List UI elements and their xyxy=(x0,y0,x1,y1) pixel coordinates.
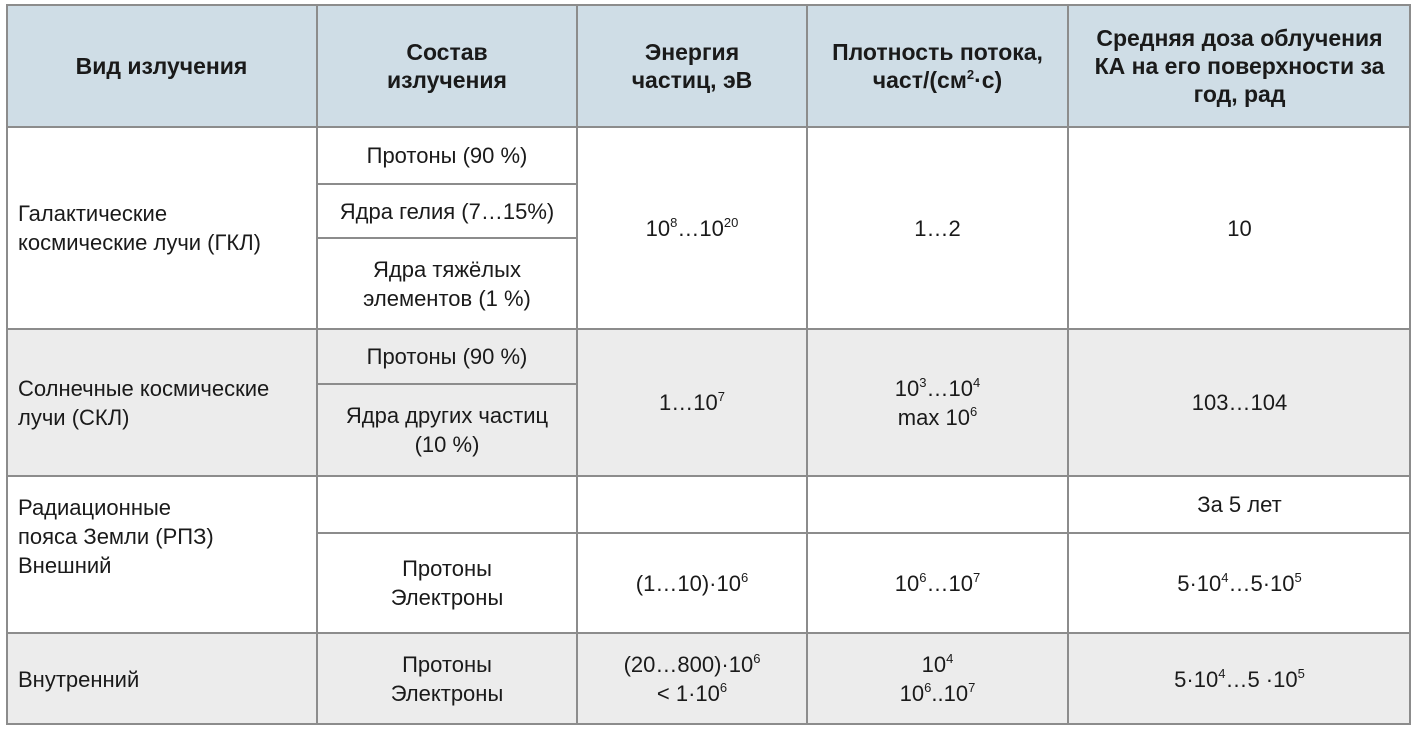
divider-skl-sub xyxy=(317,383,577,385)
row-gkl-dose: 10 xyxy=(1068,127,1411,329)
divider-header xyxy=(6,126,1411,128)
row-gkl-energy: 108…1020 xyxy=(577,127,807,329)
row-rpz-inner-flux: 104 106..107 xyxy=(807,633,1068,725)
row-rpz-outer-empty-1 xyxy=(317,476,577,533)
divider-row-rpz xyxy=(6,632,1411,634)
divider-col-4 xyxy=(1067,4,1069,725)
border-left xyxy=(6,4,8,725)
radiation-table: Вид излучения Состав излучения Энергия ч… xyxy=(6,4,1411,725)
divider-gkl-sub-1 xyxy=(317,183,577,185)
row-rpz-inner-energy: (20…800)·106 < 1·106 xyxy=(577,633,807,725)
row-skl-composition-2: Ядра других частиц (10 %) xyxy=(317,384,577,476)
row-rpz-inner-type: Внутренний xyxy=(6,633,317,725)
row-skl-energy: 1…107 xyxy=(577,329,807,476)
row-gkl-type: Галактические космические лучи (ГКЛ) xyxy=(6,127,317,329)
header-flux: Плотность потока, част/(см2·с) xyxy=(807,4,1068,127)
row-skl-type: Солнечные космические лучи (СКЛ) xyxy=(6,329,317,476)
row-gkl-composition-1: Протоны (90 %) xyxy=(317,127,577,184)
header-radiation-type: Вид излучения xyxy=(6,4,317,127)
header-energy: Энергия частиц, эВ xyxy=(577,4,807,127)
divider-row-skl xyxy=(6,475,1411,477)
divider-col-3 xyxy=(806,4,808,725)
row-rpz-outer-dose: 5·104…5·105 xyxy=(1068,533,1411,633)
border-right xyxy=(1409,4,1411,725)
row-rpz-outer-empty-3 xyxy=(807,476,1068,533)
row-rpz-outer-dose-note: За 5 лет xyxy=(1068,476,1411,533)
header-composition: Состав излучения xyxy=(317,4,577,127)
border-top xyxy=(6,4,1411,6)
row-rpz-outer-empty-2 xyxy=(577,476,807,533)
row-rpz-inner-dose: 5·104…5 ·105 xyxy=(1068,633,1411,725)
row-rpz-outer-energy: (1…10)·106 xyxy=(577,533,807,633)
row-rpz-inner-composition: Протоны Электроны xyxy=(317,633,577,725)
row-rpz-outer-flux: 106…107 xyxy=(807,533,1068,633)
divider-rpz-outer-sub xyxy=(317,532,1411,534)
row-gkl-flux: 1…2 xyxy=(807,127,1068,329)
header-dose: Средняя доза облучения КА на его поверхн… xyxy=(1068,4,1411,127)
row-gkl-composition-3: Ядра тяжёлых элементов (1 %) xyxy=(317,238,577,329)
row-rpz-outer-composition: Протоны Электроны xyxy=(317,533,577,633)
row-skl-composition-1: Протоны (90 %) xyxy=(317,329,577,384)
divider-gkl-sub-2 xyxy=(317,237,577,239)
divider-col-2 xyxy=(576,4,578,725)
row-gkl-composition-2: Ядра гелия (7…15%) xyxy=(317,184,577,238)
divider-col-1 xyxy=(316,4,318,725)
row-skl-flux: 103…104 max 106 xyxy=(807,329,1068,476)
row-rpz-outer-type: Радиационные пояса Земли (РПЗ) Внешний xyxy=(6,476,317,633)
border-bottom xyxy=(6,723,1411,725)
row-skl-dose: 103…104 xyxy=(1068,329,1411,476)
divider-row-gkl xyxy=(6,328,1411,330)
